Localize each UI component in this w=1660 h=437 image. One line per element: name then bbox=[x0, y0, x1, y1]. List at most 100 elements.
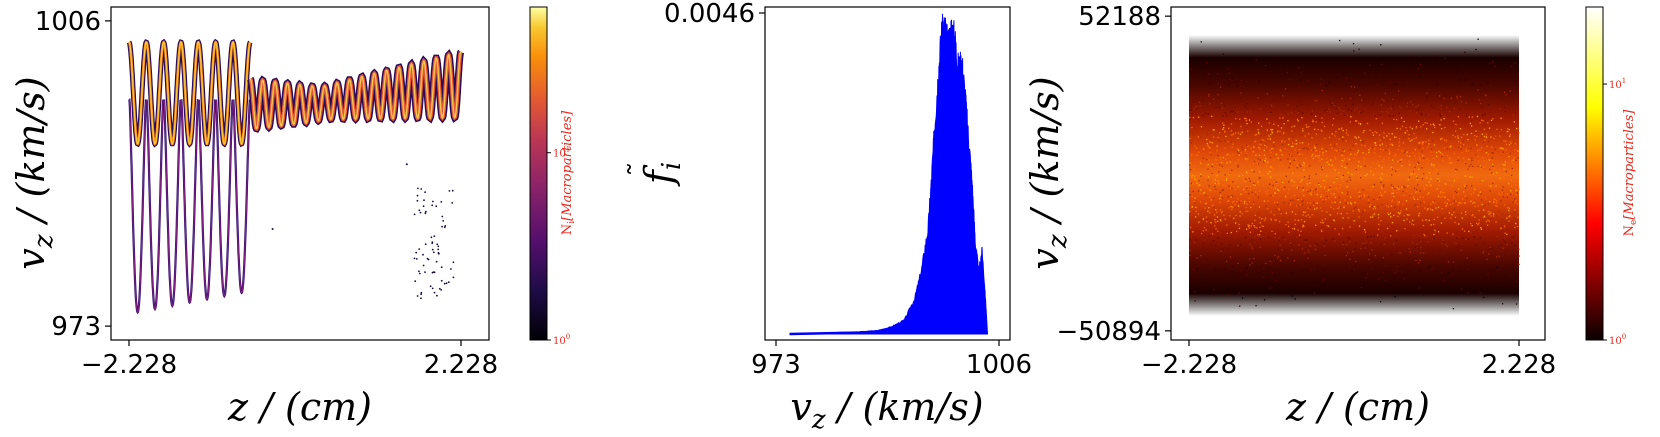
electron-particle bbox=[1422, 185, 1425, 187]
electron-particle bbox=[1391, 168, 1393, 170]
electron-particle bbox=[1322, 176, 1325, 178]
electron-particle bbox=[1224, 268, 1226, 270]
electron-particle bbox=[1302, 187, 1304, 189]
electron-particle bbox=[1207, 230, 1210, 232]
electron-particle bbox=[1352, 43, 1355, 45]
electron-particle bbox=[1481, 119, 1483, 121]
electron-particle bbox=[1333, 219, 1335, 222]
electron-particle bbox=[1335, 107, 1337, 109]
electron-particle bbox=[1417, 109, 1419, 111]
electron-particle bbox=[1299, 142, 1301, 144]
electron-particle bbox=[1470, 163, 1472, 166]
electron-particle bbox=[1464, 161, 1466, 163]
electron-particle bbox=[1515, 194, 1517, 196]
electron-particle bbox=[1349, 226, 1351, 228]
electron-particle bbox=[1489, 246, 1491, 248]
electron-particle bbox=[1289, 163, 1291, 165]
electron-particle bbox=[1206, 221, 1208, 223]
electron-particle bbox=[1471, 157, 1473, 159]
electron-particle bbox=[1368, 275, 1370, 277]
electron-particle bbox=[1325, 150, 1327, 152]
electron-particle bbox=[1379, 144, 1381, 146]
electron-particle bbox=[1335, 187, 1337, 189]
electron-particle bbox=[1399, 230, 1401, 232]
electron-particle bbox=[1411, 127, 1413, 130]
electron-particle bbox=[1223, 214, 1225, 216]
colorbar-tick-label: 100 bbox=[553, 333, 570, 347]
electron-particle bbox=[1189, 137, 1191, 140]
electron-particle bbox=[1373, 235, 1375, 237]
electron-particle bbox=[1227, 68, 1229, 70]
electron-particle bbox=[1330, 188, 1332, 191]
electron-particle bbox=[1201, 261, 1203, 264]
electron-particle bbox=[1449, 162, 1451, 164]
electron-particle bbox=[1263, 276, 1265, 278]
stray-particle bbox=[424, 191, 426, 194]
electron-particle bbox=[1443, 174, 1445, 177]
electron-particle bbox=[1328, 197, 1330, 199]
electron-particle bbox=[1255, 295, 1257, 297]
electron-particle bbox=[1347, 109, 1350, 111]
electron-particle bbox=[1322, 222, 1324, 224]
electron-particle bbox=[1389, 151, 1391, 153]
electron-particle bbox=[1346, 212, 1348, 214]
electron-particle bbox=[1223, 127, 1225, 129]
electron-particle bbox=[1190, 169, 1192, 171]
electron-particle bbox=[1244, 200, 1246, 203]
electron-particle bbox=[1427, 185, 1429, 187]
electron-particle bbox=[1219, 132, 1221, 134]
electron-particle bbox=[1464, 185, 1466, 187]
electron-particle bbox=[1299, 204, 1301, 206]
electron-particle bbox=[1238, 201, 1240, 203]
electron-particle bbox=[1428, 139, 1430, 141]
electron-particle bbox=[1439, 113, 1441, 115]
electron-particle bbox=[1508, 144, 1511, 146]
electron-particle bbox=[1419, 76, 1421, 78]
electron-particle bbox=[1399, 174, 1401, 177]
electron-particle bbox=[1193, 134, 1195, 136]
electron-particle bbox=[1484, 85, 1487, 87]
electron-particle bbox=[1217, 154, 1219, 157]
electron-particle bbox=[1219, 191, 1221, 194]
electron-particle bbox=[1242, 175, 1244, 177]
electron-particle bbox=[1285, 197, 1287, 199]
electron-particle bbox=[1415, 259, 1417, 262]
electron-particle bbox=[1191, 268, 1194, 270]
electron-particle bbox=[1346, 186, 1348, 188]
electron-particle bbox=[1404, 132, 1407, 134]
electron-particle bbox=[1398, 145, 1400, 147]
electron-particle bbox=[1217, 220, 1219, 222]
electron-particle bbox=[1256, 227, 1258, 229]
electron-particle bbox=[1492, 118, 1494, 120]
electron-particle bbox=[1297, 219, 1299, 221]
electron-particle bbox=[1224, 112, 1227, 114]
stray-particle bbox=[415, 258, 418, 260]
electron-particle bbox=[1508, 207, 1511, 210]
electron-particle bbox=[1267, 190, 1269, 192]
electron-particle bbox=[1333, 181, 1335, 184]
electron-particle bbox=[1263, 161, 1265, 163]
electron-particle bbox=[1264, 144, 1266, 146]
electron-particle bbox=[1333, 188, 1335, 190]
electron-band bbox=[1189, 35, 1519, 316]
electron-particle bbox=[1487, 140, 1490, 143]
electron-particle bbox=[1359, 139, 1362, 141]
electron-particle bbox=[1327, 161, 1329, 163]
electron-particle bbox=[1500, 129, 1503, 131]
electron-particle bbox=[1248, 119, 1251, 121]
electron-particle bbox=[1200, 126, 1203, 128]
electron-particle bbox=[1508, 97, 1510, 99]
electron-particle bbox=[1476, 150, 1479, 152]
electron-particle bbox=[1376, 163, 1378, 165]
electron-particle bbox=[1398, 188, 1400, 190]
electron-particle bbox=[1292, 142, 1294, 144]
electron-particle bbox=[1190, 142, 1193, 144]
electron-particle bbox=[1281, 249, 1283, 251]
electron-particle bbox=[1246, 274, 1248, 276]
electron-particle bbox=[1493, 201, 1495, 203]
electron-particle bbox=[1290, 230, 1292, 233]
electron-particle bbox=[1482, 205, 1484, 208]
electron-particle bbox=[1301, 258, 1303, 260]
electron-particle bbox=[1383, 158, 1385, 160]
